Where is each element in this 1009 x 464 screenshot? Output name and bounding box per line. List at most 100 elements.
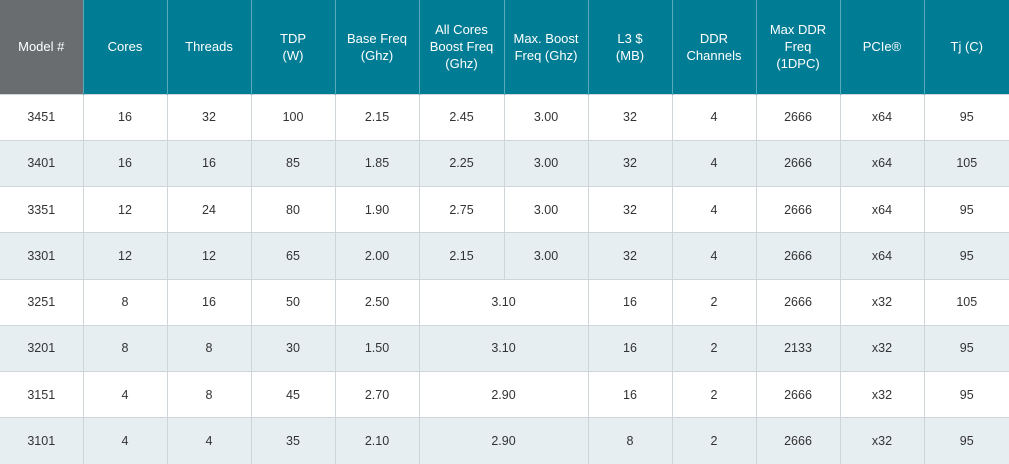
cell-tdp: 80	[250, 185, 335, 233]
cell-cores: 12	[82, 185, 167, 233]
cell-tj: 95	[923, 370, 1009, 418]
header-max-ddr-freq: Max DDR Freq (1DPC)	[755, 0, 840, 94]
cell-base-freq: 2.10	[334, 417, 419, 464]
cell-tj: 95	[923, 93, 1009, 141]
cell-pcie: x64	[839, 232, 924, 279]
cell-ddr-channels: 2	[671, 324, 756, 372]
header-all-cores-boost: All Cores Boost Freq (Ghz)	[418, 0, 504, 94]
cell-model: 3351	[0, 185, 83, 233]
table-row: 3101 4 4 35 2.10 2.90 8 2 2666 x32 95	[0, 417, 1009, 464]
cell-ddr-channels: 2	[671, 417, 756, 464]
cell-all-cores-boost: 2.75	[418, 185, 504, 233]
cell-pcie: x64	[839, 185, 924, 233]
header-pcie: PCIe®	[839, 0, 924, 94]
cell-all-cores-boost: 2.25	[418, 139, 504, 187]
cell-base-freq: 1.90	[334, 185, 419, 233]
table-row: 3151 4 8 45 2.70 2.90 16 2 2666 x32 95	[0, 370, 1009, 418]
header-tj: Tj (C)	[923, 0, 1009, 94]
cell-pcie: x32	[839, 278, 924, 326]
cell-tdp: 100	[250, 93, 335, 141]
cell-threads: 16	[166, 139, 251, 187]
cell-base-freq: 2.15	[334, 93, 419, 141]
cell-model: 3301	[0, 232, 83, 279]
cell-tdp: 65	[250, 232, 335, 279]
cell-boost-freq: 3.10	[418, 324, 588, 372]
cell-tj: 95	[923, 232, 1009, 279]
header-base-freq: Base Freq (Ghz)	[334, 0, 419, 94]
table-row: 3451 16 32 100 2.15 2.45 3.00 32 4 2666 x64 95	[0, 93, 1009, 141]
header-cores: Cores	[82, 0, 167, 94]
cell-max-boost: 3.00	[503, 185, 588, 233]
cell-cores: 8	[82, 324, 167, 372]
cell-threads: 4	[166, 417, 251, 464]
cell-cores: 4	[82, 417, 167, 464]
cell-ddr-channels: 2	[671, 278, 756, 326]
table-row: 3201 8 8 30 1.50 3.10 16 2 2133 x32 95	[0, 324, 1009, 372]
cell-tdp: 50	[250, 278, 335, 326]
table-row: 3251 8 16 50 2.50 3.10 16 2 2666 x32 105	[0, 278, 1009, 326]
cell-ddr-channels: 4	[671, 232, 756, 279]
cell-pcie: x64	[839, 93, 924, 141]
cell-cores: 4	[82, 370, 167, 418]
cell-threads: 12	[166, 232, 251, 279]
cell-tj: 95	[923, 324, 1009, 372]
cell-tj: 105	[923, 278, 1009, 326]
cell-threads: 8	[166, 370, 251, 418]
cell-tdp: 35	[250, 417, 335, 464]
header-max-boost: Max. Boost Freq (Ghz)	[503, 0, 588, 94]
header-l3-cache: L3 $ (MB)	[587, 0, 672, 94]
cell-pcie: x32	[839, 417, 924, 464]
cell-ddr-channels: 4	[671, 139, 756, 187]
cell-tdp: 45	[250, 370, 335, 418]
cell-cores: 8	[82, 278, 167, 326]
cell-max-ddr-freq: 2666	[755, 278, 840, 326]
cell-boost-freq: 3.10	[418, 278, 588, 326]
cell-cores: 16	[82, 93, 167, 141]
cell-pcie: x32	[839, 324, 924, 372]
cell-base-freq: 1.85	[334, 139, 419, 187]
cell-max-ddr-freq: 2666	[755, 139, 840, 187]
cell-l3-cache: 16	[587, 370, 672, 418]
cell-max-boost: 3.00	[503, 232, 588, 279]
cell-cores: 16	[82, 139, 167, 187]
cell-base-freq: 2.50	[334, 278, 419, 326]
header-row: Model # Cores Threads TDP (W) Base Freq …	[0, 0, 1009, 94]
cell-max-boost: 3.00	[503, 139, 588, 187]
table-row: 3351 12 24 80 1.90 2.75 3.00 32 4 2666 x64 95	[0, 185, 1009, 233]
cell-l3-cache: 32	[587, 185, 672, 233]
cell-base-freq: 1.50	[334, 324, 419, 372]
cell-tj: 95	[923, 417, 1009, 464]
cell-model: 3101	[0, 417, 83, 464]
cell-max-ddr-freq: 2666	[755, 93, 840, 141]
cell-base-freq: 2.70	[334, 370, 419, 418]
cell-l3-cache: 8	[587, 417, 672, 464]
cell-model: 3251	[0, 278, 83, 326]
table-row: 3301 12 12 65 2.00 2.15 3.00 32 4 2666 x64 95	[0, 232, 1009, 279]
cell-base-freq: 2.00	[334, 232, 419, 279]
cell-cores: 12	[82, 232, 167, 279]
cell-max-ddr-freq: 2666	[755, 232, 840, 279]
cell-boost-freq: 2.90	[418, 417, 588, 464]
cell-max-ddr-freq: 2666	[755, 417, 840, 464]
header-ddr-channels: DDR Channels	[671, 0, 756, 94]
cell-threads: 32	[166, 93, 251, 141]
cell-tj: 95	[923, 185, 1009, 233]
cell-ddr-channels: 4	[671, 93, 756, 141]
cell-all-cores-boost: 2.45	[418, 93, 504, 141]
cell-model: 3151	[0, 370, 83, 418]
cell-l3-cache: 32	[587, 93, 672, 141]
cell-max-ddr-freq: 2133	[755, 324, 840, 372]
cell-ddr-channels: 2	[671, 370, 756, 418]
cell-tdp: 30	[250, 324, 335, 372]
cell-l3-cache: 16	[587, 278, 672, 326]
header-threads: Threads	[166, 0, 251, 94]
cell-pcie: x32	[839, 370, 924, 418]
cell-model: 3451	[0, 93, 83, 141]
cell-l3-cache: 32	[587, 139, 672, 187]
header-tdp: TDP (W)	[250, 0, 335, 94]
cell-tdp: 85	[250, 139, 335, 187]
cell-threads: 16	[166, 278, 251, 326]
table-body: 3451 16 32 100 2.15 2.45 3.00 32 4 2666 x64 95 3401 1…	[0, 93, 1009, 464]
table-row: 3401 16 16 85 1.85 2.25 3.00 32 4 2666 x64 105	[0, 139, 1009, 187]
